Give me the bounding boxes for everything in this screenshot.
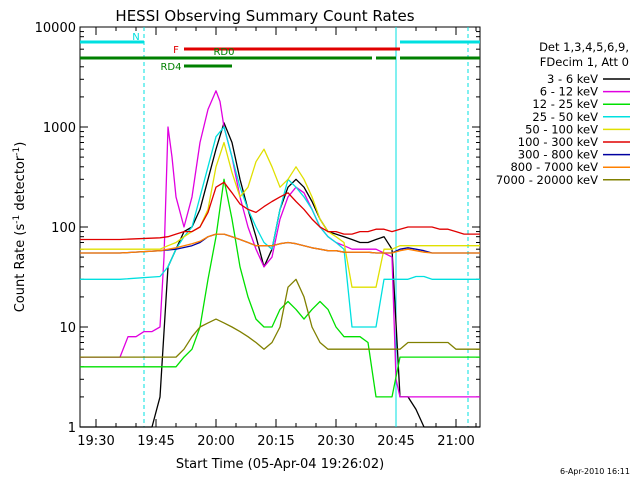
series-line: [80, 278, 480, 358]
legend-label: 50 - 100 keV: [525, 122, 598, 136]
legend-label: 12 - 25 keV: [532, 97, 598, 111]
x-tick-label: 19:30: [77, 434, 114, 449]
y-axis-label: Count Rate (s-1 detector-1): [12, 142, 28, 313]
legend: Det 1,3,4,5,6,9, FDecim 1, Att 0 3 - 6 k…: [496, 40, 630, 187]
legend-header-1: Det 1,3,4,5,6,9,: [539, 40, 629, 54]
y-tick-label: 1: [68, 421, 76, 436]
datestamp: 6-Apr-2010 16:11: [560, 467, 630, 476]
series-line: [80, 126, 480, 328]
legend-label: 7000 - 20000 keV: [496, 173, 598, 187]
chart-marks: 1 10 100 1000 10000 19:30 19:45 20:00 20:15 20:30…: [35, 21, 480, 449]
x-tick-label: 20:30: [317, 434, 354, 449]
series-line: [80, 181, 480, 241]
legend-label: 100 - 300 keV: [518, 135, 598, 149]
x-tick-label: 20:45: [377, 434, 414, 449]
y-axis-label-text: Count Rate (s-1 detector-1): [12, 142, 28, 313]
x-tick-label: 19:45: [137, 434, 174, 449]
chart-title: HESSI Observing Summary Count Rates: [115, 7, 414, 25]
y-tick-label: 10: [59, 321, 76, 336]
series-line: [80, 90, 480, 398]
legend-label: 25 - 50 keV: [532, 110, 598, 124]
x-tick-label: 20:15: [257, 434, 294, 449]
x-tick-label: 20:00: [197, 434, 234, 449]
x-axis-label: Start Time (05-Apr-04 19:26:02): [176, 457, 384, 472]
legend-header-2: FDecim 1, Att 0: [540, 55, 629, 69]
series-line: [80, 233, 480, 254]
status-label-f: F: [173, 45, 179, 56]
legend-label: 3 - 6 keV: [547, 72, 598, 86]
status-label-rd4: RD4: [160, 62, 181, 73]
status-label-n: N: [132, 32, 139, 43]
legend-label: 800 - 7000 keV: [510, 160, 598, 174]
legend-label: 300 - 800 keV: [518, 148, 598, 162]
y-tick-label: 10000: [35, 21, 76, 36]
legend-label: 6 - 12 keV: [540, 85, 598, 99]
y-tick-label: 1000: [43, 121, 76, 136]
status-label-rd0: RD0: [213, 47, 234, 58]
y-tick-label: 100: [51, 221, 76, 236]
x-tick-label: 21:00: [437, 434, 474, 449]
